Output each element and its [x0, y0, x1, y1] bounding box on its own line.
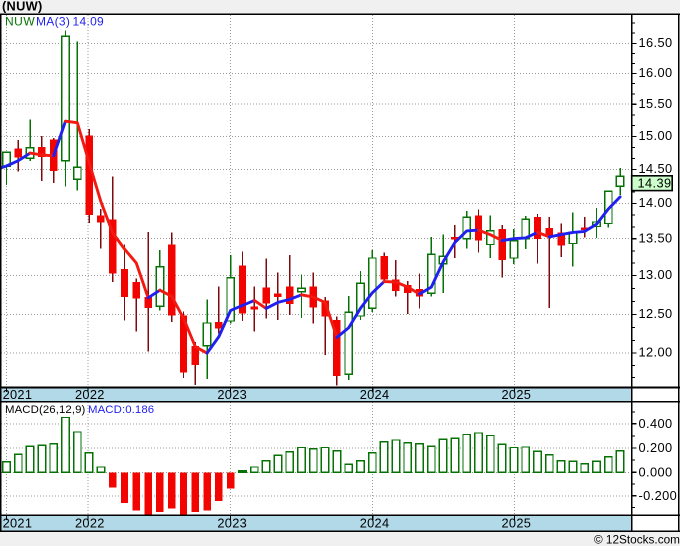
svg-text:13.50: 13.50	[639, 230, 673, 245]
svg-text:-0.200: -0.200	[639, 488, 678, 503]
svg-text:16.00: 16.00	[639, 65, 673, 80]
svg-text:12.50: 12.50	[639, 306, 673, 321]
svg-text:2023: 2023	[217, 387, 247, 402]
svg-text:MA(3): MA(3)	[36, 15, 70, 29]
svg-text:2022: 2022	[75, 387, 105, 402]
svg-text:MACD(26,12,9): MACD(26,12,9)	[5, 404, 86, 416]
svg-text:0.200: 0.200	[639, 440, 673, 455]
svg-text:15.50: 15.50	[639, 96, 673, 111]
svg-text:2024: 2024	[360, 516, 390, 531]
svg-text:0.400: 0.400	[639, 416, 673, 431]
svg-text:14.09: 14.09	[73, 15, 105, 29]
svg-text:MACD:0.186: MACD:0.186	[88, 404, 154, 416]
svg-text:12.00: 12.00	[639, 345, 673, 360]
svg-text:14.50: 14.50	[639, 161, 673, 176]
svg-text:NUW: NUW	[5, 15, 35, 29]
svg-text:14.39: 14.39	[638, 175, 672, 190]
svg-text:14.00: 14.00	[639, 195, 673, 210]
svg-text:15.00: 15.00	[639, 128, 673, 143]
svg-text:2024: 2024	[360, 387, 390, 402]
svg-text:© 12Stocks.com: © 12Stocks.com	[594, 533, 680, 546]
svg-text:2021: 2021	[3, 387, 33, 402]
svg-text:16.50: 16.50	[639, 35, 673, 50]
svg-text:2023: 2023	[217, 516, 247, 531]
svg-text:2021: 2021	[3, 516, 33, 531]
svg-text:13.00: 13.00	[639, 267, 673, 282]
svg-text:0.000: 0.000	[639, 464, 673, 479]
svg-text:2025: 2025	[502, 516, 532, 531]
svg-text:2022: 2022	[75, 516, 105, 531]
svg-text:2025: 2025	[502, 387, 532, 402]
svg-text:(NUW): (NUW)	[2, 0, 43, 14]
